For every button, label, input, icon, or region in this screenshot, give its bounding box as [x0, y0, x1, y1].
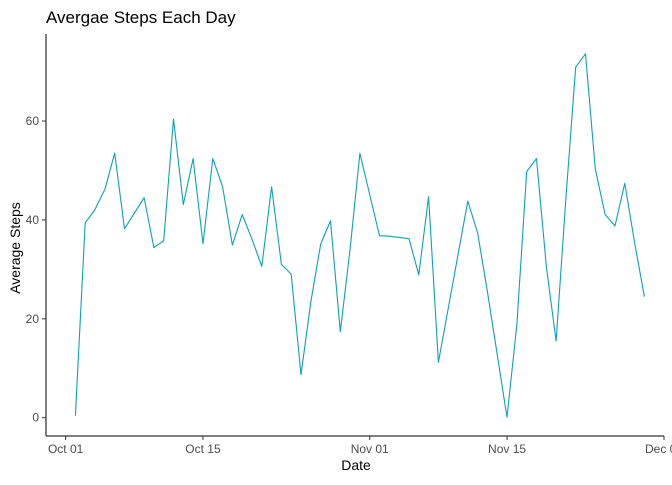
x-tick-label: Nov 15 [488, 442, 526, 456]
y-tick-label: 40 [26, 213, 40, 227]
series-layer [74, 53, 645, 418]
x-tick-label: Oct 01 [48, 442, 84, 456]
x-axis-title: Date [341, 457, 371, 473]
y-tick-label: 60 [26, 114, 40, 128]
series-line [74, 53, 645, 418]
x-tick-label: Dec 01 [645, 442, 672, 456]
axes: 0 20 40 60 Oct 01 Oct 15 Nov 01 Nov 15 Dec 01 [26, 34, 672, 456]
x-tick-label: Oct 15 [185, 442, 221, 456]
y-axis-title: Average Steps [7, 202, 23, 294]
y-tick-label: 0 [32, 411, 39, 425]
chart-title: Avergae Steps Each Day [46, 8, 236, 27]
y-tick-label: 20 [26, 312, 40, 326]
x-tick-label: Nov 01 [351, 442, 389, 456]
